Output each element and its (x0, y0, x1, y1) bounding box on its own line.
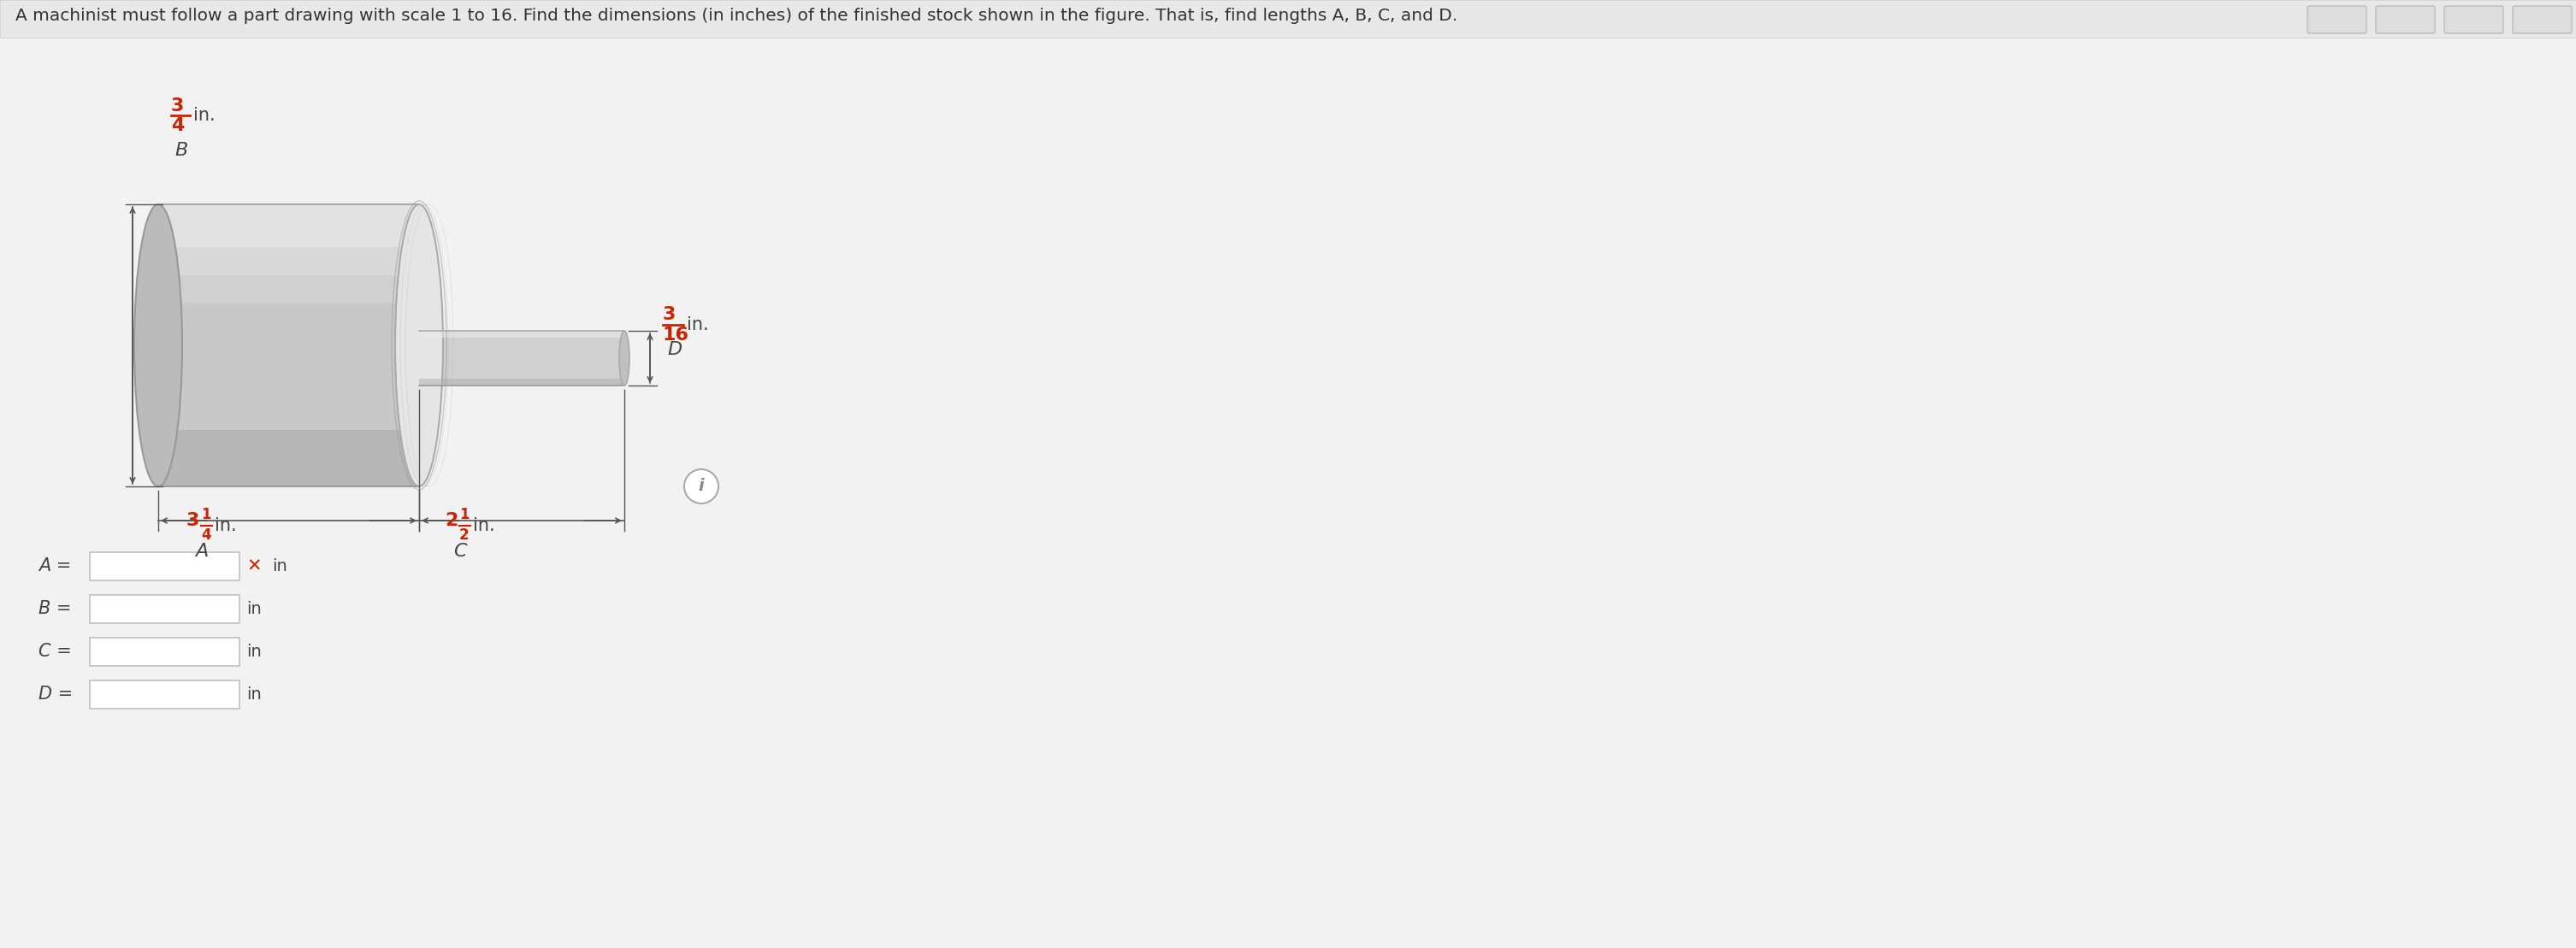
Polygon shape (420, 331, 623, 337)
Polygon shape (157, 205, 420, 486)
FancyBboxPatch shape (2512, 6, 2571, 33)
Polygon shape (420, 331, 623, 386)
Polygon shape (157, 205, 420, 275)
Text: C =: C = (39, 644, 72, 661)
Polygon shape (157, 205, 420, 246)
Polygon shape (157, 430, 420, 486)
Text: in: in (247, 686, 263, 702)
Text: D =: D = (39, 686, 72, 703)
FancyBboxPatch shape (90, 595, 240, 623)
Text: 1: 1 (201, 507, 211, 522)
FancyBboxPatch shape (90, 681, 240, 709)
Text: C: C (453, 543, 466, 560)
Ellipse shape (134, 205, 183, 486)
FancyBboxPatch shape (90, 553, 240, 580)
FancyBboxPatch shape (2308, 6, 2367, 33)
FancyBboxPatch shape (2375, 6, 2434, 33)
Text: D: D (667, 341, 683, 358)
FancyBboxPatch shape (90, 638, 240, 665)
Text: A machinist must follow a part drawing with scale 1 to 16. Find the dimensions (: A machinist must follow a part drawing w… (15, 9, 1458, 25)
FancyBboxPatch shape (2445, 6, 2504, 33)
Text: in: in (273, 558, 286, 574)
Text: A =: A = (39, 557, 72, 574)
FancyBboxPatch shape (0, 0, 2576, 38)
Text: 4: 4 (201, 527, 211, 543)
Text: in.: in. (688, 317, 708, 334)
Text: 4: 4 (170, 118, 185, 135)
Circle shape (685, 469, 719, 503)
Text: B =: B = (39, 600, 72, 617)
Text: in: in (247, 644, 263, 660)
Text: i: i (698, 479, 703, 495)
Text: 3: 3 (170, 98, 185, 115)
Ellipse shape (618, 331, 629, 386)
Text: 1: 1 (459, 507, 469, 522)
Text: 3: 3 (662, 306, 675, 323)
Text: 16: 16 (662, 326, 690, 343)
Text: in.: in. (474, 518, 495, 535)
Polygon shape (420, 378, 623, 386)
Text: B: B (175, 142, 188, 159)
Text: 3: 3 (185, 512, 198, 529)
Text: in.: in. (214, 518, 237, 535)
Text: 2: 2 (446, 512, 459, 529)
Text: A: A (196, 543, 209, 560)
Text: 2: 2 (459, 527, 469, 543)
Text: in.: in. (193, 107, 216, 124)
Polygon shape (157, 205, 420, 303)
Ellipse shape (394, 205, 443, 486)
Text: ✕: ✕ (247, 557, 260, 574)
Text: in: in (247, 601, 263, 617)
